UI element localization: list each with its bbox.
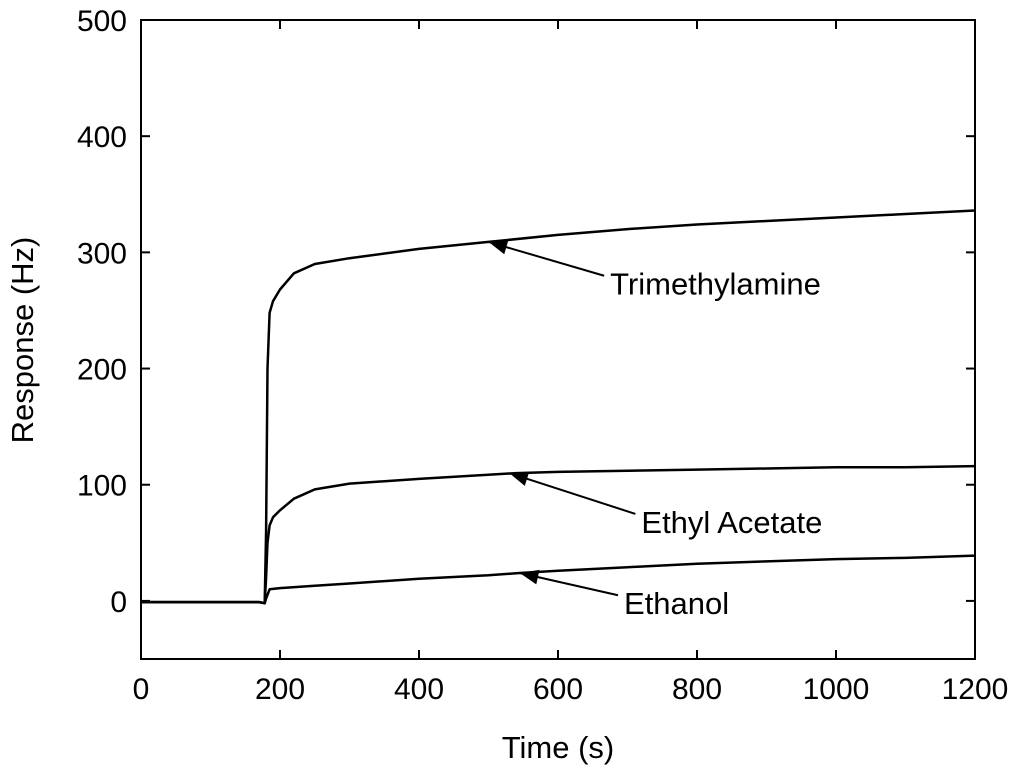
annotation-arrow-ethyl-acetate — [509, 472, 636, 515]
annotation-arrowhead-ethyl-acetate — [509, 471, 530, 486]
annotation-arrowhead-ethanol — [519, 569, 540, 585]
y-tick-label: 200 — [77, 354, 127, 387]
annotation-label-trimethylamine: Trimethylamine — [610, 267, 821, 302]
y-tick-label: 300 — [77, 237, 127, 270]
x-tick-label: 400 — [394, 673, 444, 706]
annotation-layer: Trimethylamine Ethyl Acetate Ethanol — [488, 240, 822, 621]
annotation-arrowhead-trimethylamine — [488, 240, 509, 255]
y-tick-label: 100 — [77, 470, 127, 503]
x-tick-label: 1200 — [942, 673, 1009, 706]
series-line-trimethylamine — [141, 209, 976, 605]
series-line-ethanol — [141, 554, 976, 605]
tick-layer: 0 200 400 600 800 1000 1200 0 100 200 300 400 500 — [77, 5, 1008, 706]
annotation-arrow-trimethylamine — [488, 240, 605, 277]
x-tick-label: 800 — [672, 673, 722, 706]
annotation-label-ethyl-acetate: Ethyl Acetate — [641, 505, 822, 540]
annotation-label-ethanol: Ethanol — [624, 586, 729, 621]
x-tick-label: 1000 — [803, 673, 870, 706]
y-tick-label: 0 — [110, 586, 127, 619]
x-axis-label: Time (s) — [502, 730, 615, 765]
x-tick-label: 200 — [255, 673, 305, 706]
series-layer — [141, 209, 976, 605]
x-tick-label: 600 — [533, 673, 583, 706]
y-tick-label: 500 — [77, 5, 127, 38]
y-axis-label: Response (Hz) — [5, 237, 40, 444]
x-tick-label: 0 — [133, 673, 150, 706]
y-tick-label: 400 — [77, 121, 127, 154]
